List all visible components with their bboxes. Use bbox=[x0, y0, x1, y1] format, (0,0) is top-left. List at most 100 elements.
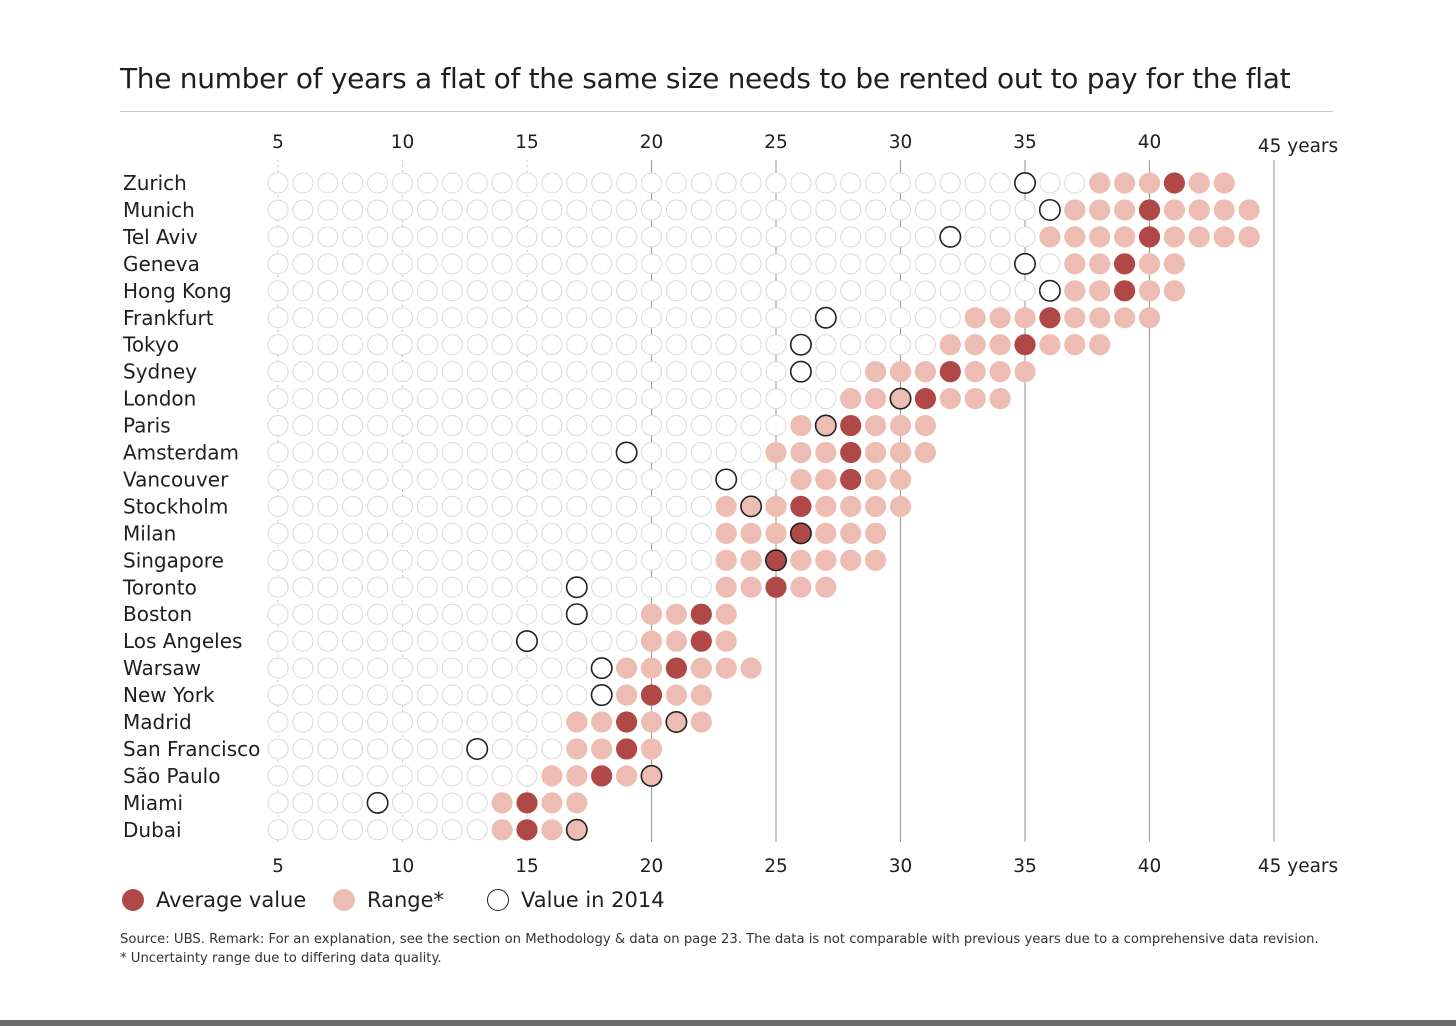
range-dot bbox=[566, 711, 588, 733]
range-dot bbox=[790, 576, 812, 598]
range-dot bbox=[939, 388, 961, 410]
empty-dot bbox=[541, 442, 563, 463]
empty-dot bbox=[292, 307, 314, 329]
empty-dot bbox=[765, 280, 787, 302]
empty-dot bbox=[591, 307, 613, 329]
empty-dot bbox=[292, 334, 314, 356]
empty-dot bbox=[342, 361, 364, 383]
empty-dot bbox=[591, 468, 613, 490]
empty-dot bbox=[665, 253, 687, 275]
range-dot bbox=[1114, 307, 1136, 329]
range-dot bbox=[1089, 172, 1111, 194]
empty-dot bbox=[566, 388, 588, 410]
empty-dot bbox=[616, 415, 638, 437]
empty-dot bbox=[541, 711, 563, 733]
empty-dot bbox=[367, 738, 389, 760]
empty-dot bbox=[591, 199, 613, 221]
empty-dot bbox=[441, 415, 463, 437]
value-2014-dot bbox=[1013, 252, 1036, 275]
empty-dot bbox=[392, 792, 413, 814]
empty-dot bbox=[317, 334, 339, 356]
empty-dot bbox=[641, 388, 662, 410]
range-dot bbox=[865, 388, 887, 410]
footer-bar bbox=[0, 1020, 1456, 1026]
range-dot bbox=[889, 495, 912, 517]
empty-dot bbox=[914, 199, 936, 221]
empty-dot bbox=[516, 603, 538, 625]
empty-dot bbox=[765, 199, 787, 221]
range-dot bbox=[591, 738, 613, 760]
empty-dot bbox=[392, 280, 413, 302]
empty-dot bbox=[566, 657, 588, 679]
empty-dot bbox=[566, 495, 588, 517]
empty-dot bbox=[566, 361, 588, 383]
city-label-stockholm: Stockholm bbox=[123, 494, 228, 518]
range-dot bbox=[840, 388, 862, 410]
empty-dot bbox=[267, 630, 289, 652]
range-dot bbox=[665, 684, 688, 706]
tick-label-bottom-25: 25 bbox=[764, 856, 788, 877]
empty-dot bbox=[641, 172, 662, 194]
range-dot bbox=[640, 630, 663, 652]
empty-dot bbox=[516, 684, 538, 706]
empty-dot bbox=[267, 657, 289, 679]
average-dot bbox=[1114, 253, 1136, 275]
empty-dot bbox=[989, 199, 1011, 221]
value-2014-dot bbox=[715, 468, 738, 491]
range-dot bbox=[914, 361, 937, 383]
empty-dot bbox=[292, 630, 314, 652]
empty-dot bbox=[317, 280, 339, 302]
empty-dot bbox=[441, 522, 463, 544]
empty-dot bbox=[342, 172, 364, 194]
empty-dot bbox=[416, 792, 438, 814]
range-dot bbox=[491, 819, 513, 841]
range-dot bbox=[640, 711, 663, 733]
empty-dot bbox=[840, 334, 862, 356]
empty-dot bbox=[591, 576, 613, 598]
bottom-tick-labels: 5 10 15 20 25 30 35 40 45 years bbox=[272, 856, 1338, 877]
empty-dot bbox=[914, 280, 936, 302]
empty-dot bbox=[516, 442, 538, 463]
range-dot bbox=[616, 657, 638, 679]
empty-dot bbox=[914, 334, 936, 356]
empty-dot bbox=[566, 280, 588, 302]
empty-dot bbox=[665, 334, 687, 356]
range-dot bbox=[964, 334, 986, 356]
range-dot bbox=[1014, 361, 1036, 383]
empty-dot bbox=[690, 468, 712, 490]
range-dot bbox=[640, 738, 663, 760]
empty-dot bbox=[441, 792, 463, 814]
empty-dot bbox=[516, 711, 538, 733]
value-2014-dot bbox=[515, 630, 538, 653]
city-label-amsterdam: Amsterdam bbox=[123, 441, 239, 465]
range-dot bbox=[840, 495, 862, 517]
value-2014-dot bbox=[565, 576, 588, 599]
tick-label-bottom-20: 20 bbox=[640, 856, 664, 877]
range-dot bbox=[815, 549, 837, 571]
empty-dot bbox=[939, 253, 961, 275]
empty-dot bbox=[541, 603, 563, 625]
range-dot bbox=[964, 307, 986, 329]
tick-label-top-30: 30 bbox=[889, 132, 913, 153]
empty-dot bbox=[317, 199, 339, 221]
empty-dot bbox=[616, 388, 638, 410]
empty-dot bbox=[441, 253, 463, 275]
range-dot bbox=[865, 522, 887, 544]
empty-dot bbox=[765, 388, 787, 410]
range-dot bbox=[1213, 172, 1235, 194]
empty-dot bbox=[441, 684, 463, 706]
empty-dot bbox=[317, 603, 339, 625]
empty-dot bbox=[317, 819, 339, 841]
range-dot bbox=[840, 549, 862, 571]
empty-dot bbox=[541, 495, 563, 517]
empty-dot bbox=[840, 307, 862, 329]
value-2014-dot bbox=[939, 225, 962, 248]
empty-dot bbox=[616, 253, 638, 275]
empty-dot bbox=[342, 522, 364, 544]
average-dot bbox=[1014, 334, 1036, 356]
empty-dot bbox=[342, 226, 364, 248]
range-dot bbox=[541, 819, 563, 841]
empty-dot bbox=[342, 442, 364, 463]
value-2014-dot bbox=[565, 603, 588, 626]
empty-dot bbox=[616, 199, 638, 221]
